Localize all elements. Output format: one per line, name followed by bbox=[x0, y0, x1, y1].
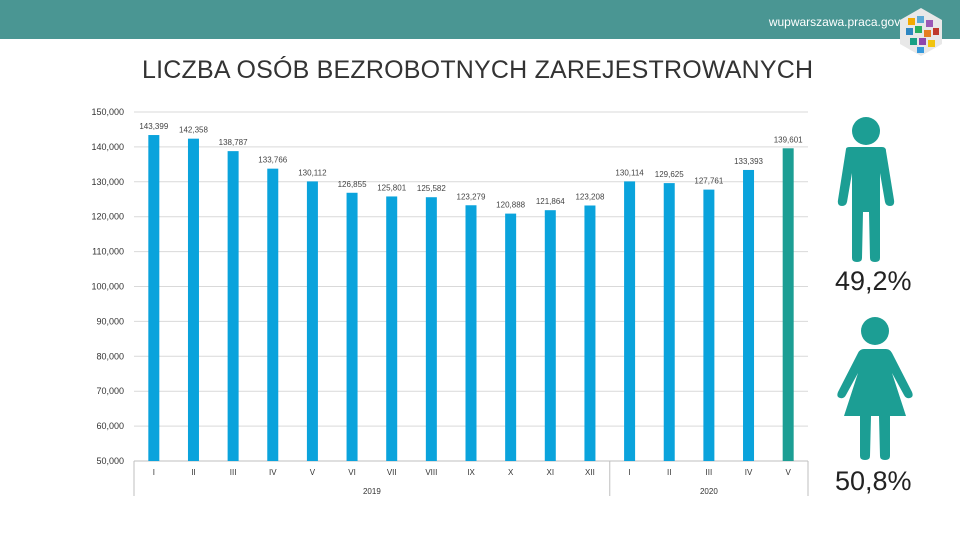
header-bar: wupwarszawa.praca.gov.pl bbox=[0, 0, 960, 39]
bar bbox=[743, 169, 755, 461]
female-figure-icon bbox=[837, 317, 913, 460]
bar bbox=[703, 189, 715, 461]
x-tick-label: II bbox=[667, 468, 671, 477]
x-tick-label: VI bbox=[348, 468, 356, 477]
y-tick-label: 50,000 bbox=[96, 456, 124, 466]
site-url[interactable]: wupwarszawa.praca.gov.pl bbox=[768, 15, 912, 29]
data-label: 125,801 bbox=[377, 183, 406, 192]
bar bbox=[624, 181, 636, 461]
x-tick-label: X bbox=[508, 468, 514, 477]
x-tick-label: IV bbox=[269, 468, 277, 477]
bar bbox=[782, 148, 794, 461]
y-tick-label: 130,000 bbox=[91, 177, 124, 187]
year-group-label: 2020 bbox=[700, 487, 718, 496]
y-tick-label: 70,000 bbox=[96, 386, 124, 396]
bar bbox=[346, 192, 358, 461]
data-label: 139,601 bbox=[774, 135, 803, 144]
x-tick-label: IV bbox=[745, 468, 753, 477]
bar bbox=[267, 168, 279, 461]
logo-icon bbox=[900, 8, 942, 56]
data-label: 130,114 bbox=[615, 168, 644, 177]
bar bbox=[505, 213, 517, 461]
bar bbox=[544, 210, 556, 461]
bar bbox=[663, 183, 675, 461]
y-tick-label: 100,000 bbox=[91, 282, 124, 292]
x-tick-label: I bbox=[628, 468, 630, 477]
data-label: 127,761 bbox=[694, 177, 723, 186]
y-tick-label: 80,000 bbox=[96, 351, 124, 361]
data-label: 133,766 bbox=[258, 156, 287, 165]
bar bbox=[227, 151, 239, 461]
data-label: 123,279 bbox=[457, 192, 486, 201]
x-tick-label: V bbox=[310, 468, 316, 477]
y-tick-label: 120,000 bbox=[91, 212, 124, 222]
bar bbox=[306, 181, 318, 461]
bar bbox=[584, 205, 596, 461]
bar bbox=[465, 205, 477, 461]
data-label: 133,393 bbox=[734, 157, 763, 166]
bar bbox=[386, 196, 398, 461]
bar bbox=[187, 138, 199, 461]
data-label: 143,399 bbox=[139, 122, 168, 131]
x-tick-label: VII bbox=[387, 468, 397, 477]
x-tick-label: III bbox=[706, 468, 713, 477]
y-tick-label: 110,000 bbox=[92, 247, 124, 257]
female-percentage: 50,8% bbox=[835, 466, 912, 496]
x-tick-label: I bbox=[153, 468, 155, 477]
male-percentage: 49,2% bbox=[835, 266, 912, 296]
y-tick-label: 60,000 bbox=[96, 421, 124, 431]
x-tick-label: III bbox=[230, 468, 237, 477]
data-label: 125,582 bbox=[417, 184, 446, 193]
x-tick-label: II bbox=[191, 468, 195, 477]
male-figure-icon bbox=[837, 117, 895, 262]
data-label: 130,112 bbox=[298, 168, 327, 177]
bar bbox=[425, 197, 437, 461]
x-tick-label: VIII bbox=[425, 468, 437, 477]
x-tick-label: IX bbox=[467, 468, 475, 477]
y-tick-label: 140,000 bbox=[91, 142, 124, 152]
data-label: 138,787 bbox=[219, 138, 248, 147]
x-tick-label: V bbox=[786, 468, 792, 477]
data-label: 129,625 bbox=[655, 170, 684, 179]
data-label: 121,864 bbox=[536, 197, 565, 206]
data-label: 120,888 bbox=[496, 201, 525, 210]
data-label: 142,358 bbox=[179, 126, 208, 135]
x-tick-label: XI bbox=[547, 468, 555, 477]
bar bbox=[148, 135, 160, 462]
y-tick-label: 90,000 bbox=[96, 316, 124, 326]
data-label: 123,208 bbox=[575, 193, 604, 202]
data-label: 126,855 bbox=[338, 180, 367, 189]
y-tick-label: 150,000 bbox=[91, 107, 124, 117]
bar-chart: 50,000 60,000 70,000 80,000 90,000 100,000 110… bbox=[91, 107, 809, 496]
page-title: LICZBA OSÓB BEZROBOTNYCH ZAREJESTROWANYC… bbox=[142, 56, 814, 84]
year-group-label: 2019 bbox=[363, 487, 381, 496]
x-tick-label: XII bbox=[585, 468, 595, 477]
